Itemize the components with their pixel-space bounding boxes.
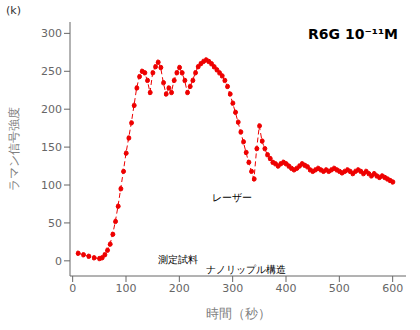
svg-text:0: 0 — [55, 255, 62, 268]
svg-text:200: 200 — [169, 282, 190, 295]
svg-text:100: 100 — [41, 179, 62, 192]
svg-text:ナノリップル構造: ナノリップル構造 — [206, 264, 286, 275]
svg-text:300: 300 — [41, 27, 62, 40]
svg-text:600: 600 — [382, 282, 403, 295]
svg-text:500: 500 — [329, 282, 350, 295]
svg-text:150: 150 — [41, 141, 62, 154]
svg-text:200: 200 — [41, 103, 62, 116]
svg-text:測定試料: 測定試料 — [158, 254, 198, 265]
svg-text:0: 0 — [69, 282, 76, 295]
svg-text:レーザー: レーザー — [212, 192, 252, 203]
svg-text:ラマン信号強度: ラマン信号強度 — [8, 107, 21, 191]
svg-text:250: 250 — [41, 65, 62, 78]
html-text:R6G 10⁻¹¹M: R6G 10⁻¹¹M — [308, 26, 398, 42]
svg-text:50: 50 — [48, 217, 62, 230]
svg-text:100: 100 — [116, 282, 137, 295]
svg-text:時間（秒）: 時間（秒） — [206, 306, 271, 321]
svg-text:400: 400 — [276, 282, 297, 295]
svg-text:300: 300 — [222, 282, 243, 295]
html-text:(k): (k) — [6, 4, 21, 17]
